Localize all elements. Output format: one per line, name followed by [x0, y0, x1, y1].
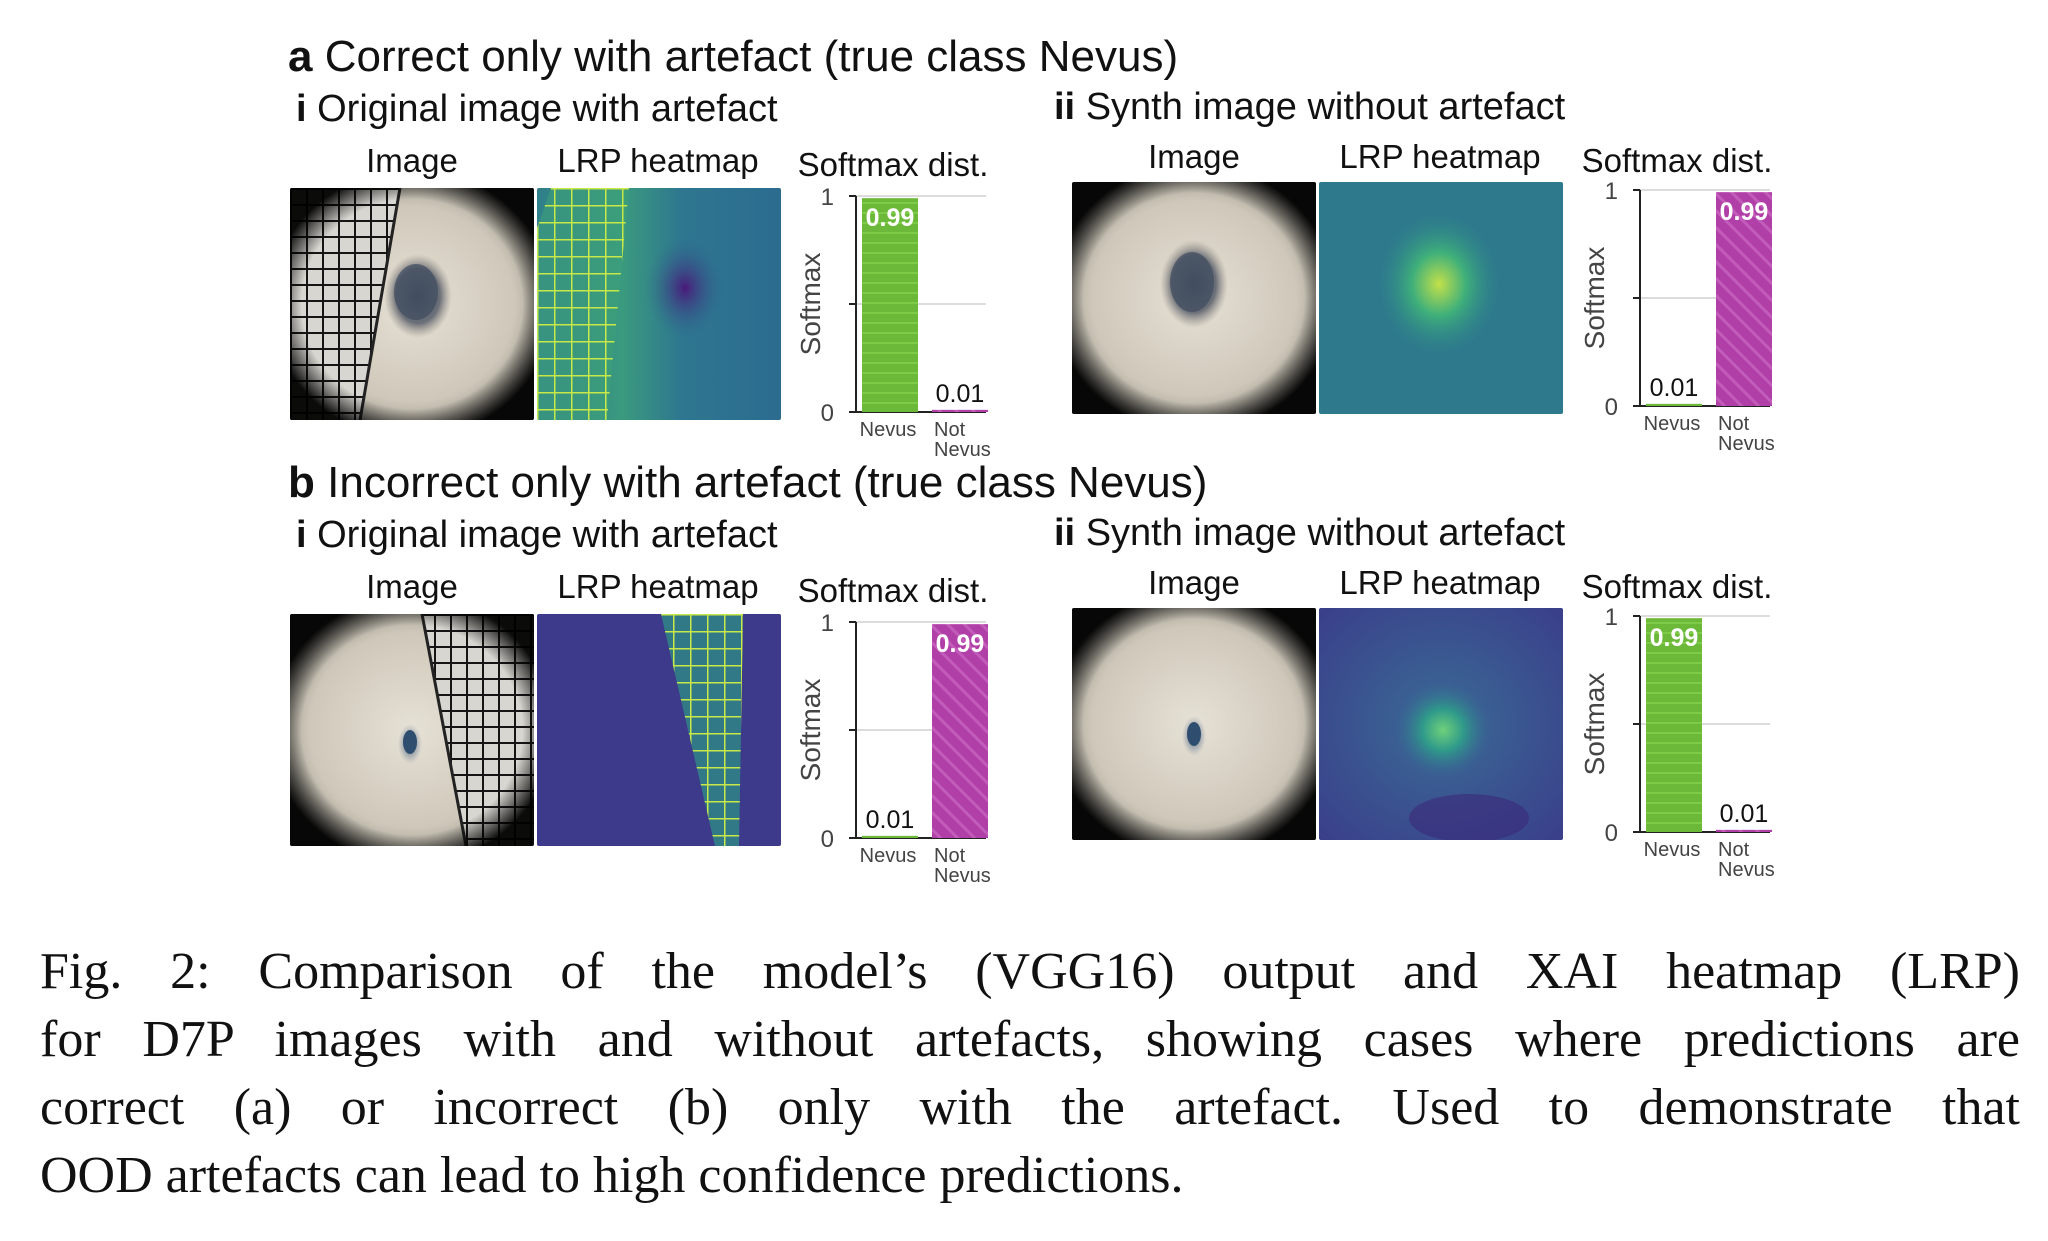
x-tick-label: Nevus	[1718, 859, 1775, 881]
panel-a-i-numeral: i	[296, 88, 307, 130]
col-label-heatmap: LRP heatmap	[557, 142, 759, 179]
lrp-heatmap-b-synth	[1319, 608, 1563, 840]
caption-line: OOD artefacts can lead to high confidenc…	[40, 1147, 1184, 1204]
col-label-image: Image	[366, 142, 458, 179]
x-tick-label: Not	[934, 419, 966, 441]
caption-line: Fig. 2: Comparison of the model’s (VGG16…	[40, 943, 2020, 1000]
bar-not-nevus	[932, 624, 988, 838]
panel-b-ii-title-text: Synth image without artefact	[1085, 512, 1566, 554]
bar-nevus	[1646, 618, 1702, 832]
x-tick-label: Nevus	[934, 865, 991, 887]
y-tick-label: 0	[1605, 394, 1618, 421]
dermoscopy-image-b-synth	[1072, 608, 1316, 840]
x-tick-label: Not	[934, 845, 966, 867]
y-axis-label: Softmax	[1579, 673, 1610, 776]
data-label: 0.01	[1650, 374, 1699, 402]
panel-b-i-title-text: Original image with artefact	[317, 514, 778, 556]
x-tick-label: Not	[1718, 839, 1750, 861]
col-label-heatmap: LRP heatmap	[1339, 138, 1541, 175]
bar-nevus	[862, 835, 918, 838]
lrp-heatmap-a-original	[537, 188, 781, 420]
panel-b-ii-numeral: ii	[1054, 512, 1076, 554]
data-label: 0.01	[936, 380, 985, 408]
panel-b-i-title: i Original image with artefact	[296, 514, 778, 557]
y-axis-label: Softmax	[795, 253, 826, 356]
data-label: 0.99	[1650, 624, 1699, 652]
col-label-image: Image	[1148, 564, 1240, 601]
x-tick-label: Nevus	[860, 845, 917, 867]
softmax-chart-a-original: 0 1 Softmax 0.99 Nevus 0.01 Not Nevus	[776, 184, 1016, 461]
dermoscopy-image-b-original	[290, 614, 534, 846]
data-label: 0.01	[1720, 800, 1769, 828]
data-label: 0.99	[936, 630, 985, 658]
y-tick-label: 1	[821, 184, 834, 211]
x-tick-label: Nevus	[934, 439, 991, 461]
panel-a-letter: a	[288, 32, 313, 81]
panel-b-title-text: Incorrect only with artefact (true class…	[327, 458, 1208, 507]
dermoscopy-image-a-synth	[1072, 182, 1316, 414]
col-label-image: Image	[366, 568, 458, 605]
col-label-heatmap: LRP heatmap	[1339, 564, 1541, 601]
panel-b-title: b Incorrect only with artefact (true cla…	[288, 458, 1207, 508]
y-axis-label: Softmax	[1579, 247, 1610, 350]
x-tick-label: Nevus	[1718, 433, 1775, 455]
lrp-heatmap-a-synth	[1319, 182, 1563, 414]
col-label-image: Image	[1148, 138, 1240, 175]
caption-line: correct (a) or incorrect (b) only with t…	[40, 1079, 2020, 1136]
bar-nevus	[862, 198, 918, 412]
data-label: 0.99	[866, 204, 915, 232]
y-tick-label: 0	[1605, 820, 1618, 847]
softmax-chart-a-synth: 0 1 Softmax 0.01 Nevus 0.99 Not Nevus	[1560, 178, 1800, 455]
x-tick-label: Nevus	[860, 419, 917, 441]
y-tick-label: 0	[821, 826, 834, 853]
y-tick-label: 0	[821, 400, 834, 427]
bar-not-nevus	[1716, 829, 1772, 832]
col-label-softmax: Softmax dist.	[797, 572, 989, 609]
col-label-softmax: Softmax dist.	[1581, 568, 1773, 605]
y-tick-label: 1	[1605, 604, 1618, 631]
panel-a-title-text: Correct only with artefact (true class N…	[324, 32, 1179, 81]
figure-caption: Fig. 2: Comparison of the model’s (VGG16…	[40, 938, 2020, 1210]
y-tick-label: 1	[1605, 178, 1618, 205]
data-label: 0.99	[1720, 198, 1769, 226]
x-tick-label: Nevus	[1644, 839, 1701, 861]
panel-a-i-title-text: Original image with artefact	[317, 88, 778, 130]
softmax-chart-b-synth: 0 1 Softmax 0.99 Nevus 0.01 Not Nevus	[1560, 604, 1800, 881]
panel-b-ii-title: ii Synth image without artefact	[1054, 512, 1565, 555]
y-axis-label: Softmax	[795, 679, 826, 782]
panel-a-i-title: i Original image with artefact	[296, 88, 778, 131]
softmax-chart-b-original: 0 1 Softmax 0.01 Nevus 0.99 Not Nevus	[776, 610, 1016, 887]
x-tick-label: Nevus	[1644, 413, 1701, 435]
col-label-softmax: Softmax dist.	[797, 146, 989, 183]
panel-a-title: a Correct only with artefact (true class…	[288, 32, 1178, 82]
data-label: 0.01	[866, 806, 915, 834]
lrp-heatmap-b-original	[537, 614, 781, 846]
y-tick-label: 1	[821, 610, 834, 637]
col-label-softmax: Softmax dist.	[1581, 142, 1773, 179]
bar-not-nevus	[1716, 192, 1772, 406]
caption-line: for D7P images with and without artefact…	[40, 1011, 2020, 1068]
bar-nevus	[1646, 403, 1702, 406]
dermoscopy-image-a-original	[290, 188, 534, 420]
panel-a-ii-numeral: ii	[1054, 86, 1076, 128]
col-label-heatmap: LRP heatmap	[557, 568, 759, 605]
panel-b-i-numeral: i	[296, 514, 307, 556]
panel-a-ii-title-text: Synth image without artefact	[1085, 86, 1566, 128]
bar-not-nevus	[932, 409, 988, 412]
panel-b-letter: b	[288, 458, 315, 507]
panel-a-ii-title: ii Synth image without artefact	[1054, 86, 1565, 129]
x-tick-label: Not	[1718, 413, 1750, 435]
